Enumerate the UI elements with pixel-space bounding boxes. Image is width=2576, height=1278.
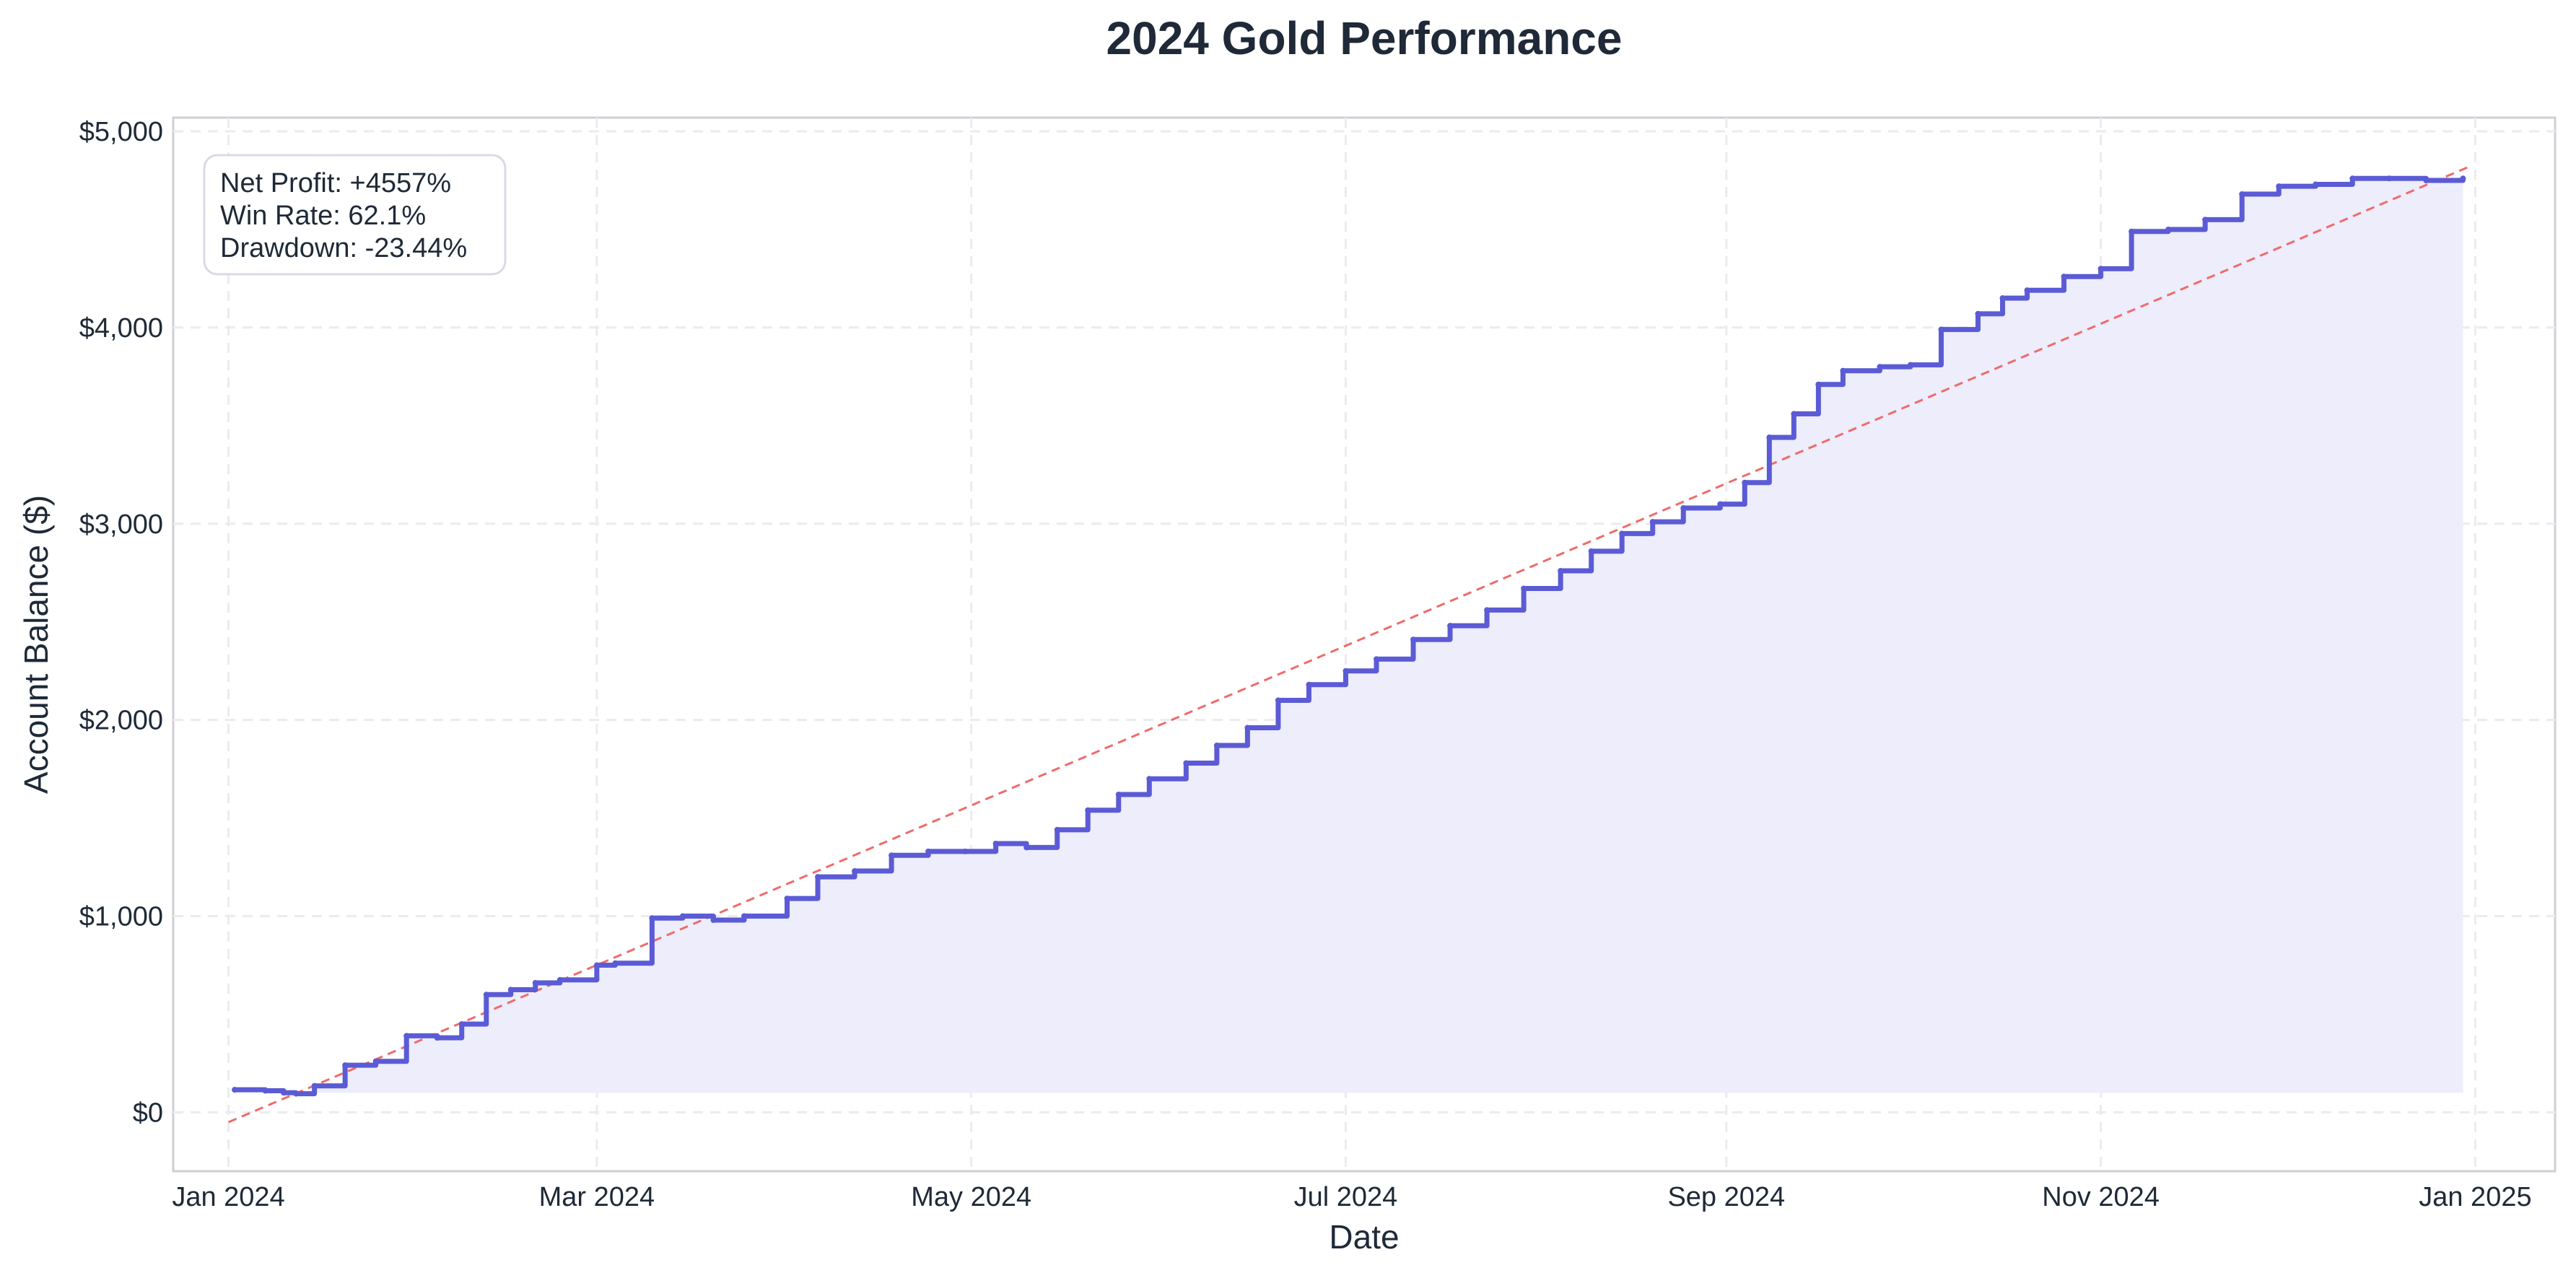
x-tick-label: Nov 2024 bbox=[2042, 1182, 2160, 1212]
balance-point bbox=[2097, 266, 2104, 272]
balance-point bbox=[1907, 362, 1913, 368]
balance-point bbox=[1306, 681, 1312, 688]
balance-point bbox=[1342, 668, 1349, 674]
balance-point bbox=[710, 916, 717, 923]
x-tick-label: May 2024 bbox=[911, 1182, 1031, 1212]
balance-point bbox=[1115, 791, 1122, 797]
x-tick-label: Jan 2025 bbox=[2419, 1182, 2531, 1212]
balance-point bbox=[232, 1087, 238, 1093]
balance-point bbox=[281, 1090, 287, 1096]
balance-point bbox=[1521, 585, 1527, 592]
balance-point bbox=[2460, 175, 2466, 182]
balance-point bbox=[679, 913, 686, 919]
balance-point bbox=[925, 848, 932, 854]
balance-point bbox=[458, 1021, 465, 1028]
balance-point bbox=[2202, 216, 2209, 223]
balance-point bbox=[1244, 725, 1251, 731]
y-tick-label: $0 bbox=[133, 1098, 163, 1128]
x-tick-label: Jan 2024 bbox=[172, 1182, 284, 1212]
balance-point bbox=[1815, 381, 1822, 388]
balance-point bbox=[992, 840, 999, 846]
balance-point bbox=[293, 1090, 300, 1097]
balance-point bbox=[649, 915, 655, 922]
balance-point bbox=[1410, 636, 1417, 643]
balance-point bbox=[962, 848, 969, 854]
balance-point bbox=[532, 979, 538, 986]
balance-point bbox=[1649, 519, 1656, 525]
x-tick-label: Jul 2024 bbox=[1294, 1182, 1398, 1212]
balance-point bbox=[507, 986, 514, 993]
balance-point bbox=[888, 852, 895, 859]
balance-point bbox=[311, 1082, 318, 1089]
balance-point bbox=[1938, 326, 1944, 333]
balance-point bbox=[262, 1087, 268, 1094]
net-profit-label: Net Profit: +4557% bbox=[220, 168, 451, 198]
balance-point bbox=[1766, 434, 1773, 441]
balance-point bbox=[2276, 183, 2282, 190]
balance-point bbox=[1484, 607, 1490, 613]
x-tick-label: Sep 2024 bbox=[1667, 1182, 1785, 1212]
balance-point bbox=[483, 992, 489, 998]
drawdown-label: Drawdown: -23.44% bbox=[220, 233, 467, 263]
balance-point bbox=[1183, 760, 1189, 766]
stats-box-frame bbox=[203, 154, 507, 276]
balance-point bbox=[2313, 181, 2319, 188]
balance-point bbox=[2024, 287, 2030, 294]
balance-point bbox=[1877, 364, 1883, 370]
balance-point bbox=[1975, 310, 1981, 317]
balance-point bbox=[434, 1035, 440, 1041]
balance-point bbox=[1619, 530, 1625, 537]
balance-point bbox=[784, 896, 790, 902]
balance-point bbox=[1374, 656, 1380, 662]
balance-point bbox=[2129, 228, 2135, 235]
balance-point bbox=[1558, 568, 1564, 574]
balance-point bbox=[2239, 191, 2245, 198]
series-layer bbox=[227, 165, 2470, 1124]
balance-point bbox=[2386, 175, 2393, 182]
balance-point bbox=[1791, 411, 1797, 417]
balance-point bbox=[2423, 178, 2429, 184]
balance-point bbox=[372, 1058, 379, 1064]
y-tick-label: $3,000 bbox=[79, 509, 163, 540]
balance-point bbox=[1717, 501, 1724, 507]
balance-point bbox=[1023, 844, 1030, 851]
y-tick-label: $1,000 bbox=[79, 902, 163, 932]
stats-annotation-box: Net Profit: +4557% Win Rate: 62.1% Drawd… bbox=[203, 154, 507, 276]
plot-area-frame bbox=[172, 116, 2557, 1173]
balance-point bbox=[1999, 295, 2006, 302]
balance-point bbox=[1275, 697, 1281, 704]
balance-point bbox=[1447, 623, 1454, 629]
balance-point bbox=[342, 1062, 349, 1069]
y-axis-label: Account Balance ($) bbox=[17, 495, 55, 794]
balance-point bbox=[1840, 367, 1846, 374]
y-tick-label: $5,000 bbox=[79, 117, 163, 147]
balance-point bbox=[1054, 826, 1060, 833]
balance-point bbox=[556, 976, 563, 983]
balance-point bbox=[852, 868, 858, 875]
balance-point bbox=[1588, 548, 1594, 554]
balance-point bbox=[815, 874, 821, 880]
x-axis-label: Date bbox=[1329, 1218, 1399, 1256]
chart-title: 2024 Gold Performance bbox=[1106, 12, 1623, 64]
balance-point bbox=[2165, 226, 2172, 232]
balance-point bbox=[1085, 807, 1091, 813]
y-tick-label: $2,000 bbox=[79, 706, 163, 736]
win-rate-label: Win Rate: 62.1% bbox=[220, 201, 426, 231]
balance-point bbox=[1213, 743, 1220, 749]
balance-point bbox=[2349, 175, 2356, 182]
balance-point bbox=[1146, 776, 1153, 782]
axis-ticks: $0 $1,000 $2,000 $3,000 $4,000 $5,000 Jan 2024… bbox=[79, 117, 2532, 1212]
y-tick-label: $4,000 bbox=[79, 313, 163, 343]
balance-point bbox=[612, 960, 619, 966]
balance-point bbox=[593, 962, 600, 968]
balance-point bbox=[403, 1033, 410, 1039]
balance-point bbox=[1680, 505, 1687, 512]
balance-point bbox=[2061, 273, 2067, 280]
x-tick-label: Mar 2024 bbox=[539, 1182, 655, 1212]
balance-point bbox=[741, 913, 747, 919]
balance-point bbox=[1742, 479, 1748, 486]
